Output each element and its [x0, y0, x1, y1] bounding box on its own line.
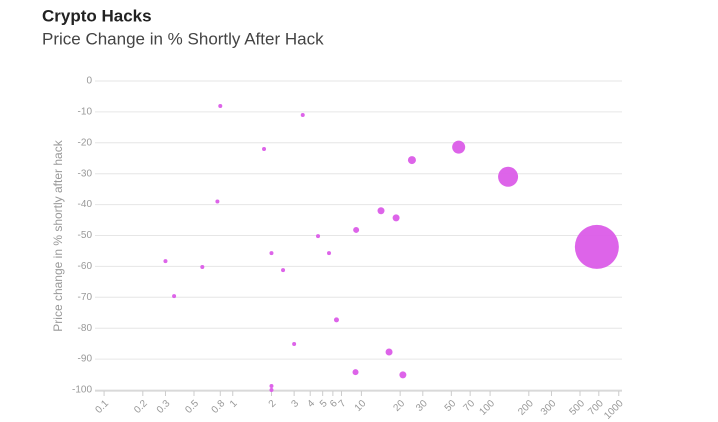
bubble	[281, 268, 286, 273]
x-tick-label: 200	[516, 398, 536, 418]
x-tick-label: 0.2	[132, 398, 150, 416]
y-tick-label: -50	[78, 230, 93, 241]
x-tick-label: 0.8	[210, 398, 228, 416]
bubble	[316, 234, 321, 239]
bubble	[300, 112, 305, 117]
x-tick-label: 10	[353, 398, 369, 414]
x-tick-label: 1000	[602, 398, 626, 422]
y-axis-label: Price change in % shortly after hack	[51, 139, 65, 331]
x-tick-label: 5	[318, 398, 330, 410]
x-tick-label: 0.1	[93, 398, 111, 416]
y-tick-label: -40	[78, 199, 93, 210]
y-tick-label: -30	[78, 168, 93, 179]
x-tick-label: 70	[461, 398, 477, 414]
bubble	[163, 259, 168, 264]
bubble	[269, 383, 274, 388]
bubble	[200, 265, 205, 270]
x-tick-label: 2	[267, 398, 279, 410]
y-tick-label: -90	[78, 354, 93, 365]
chart-title: Crypto Hacks	[42, 6, 152, 25]
y-tick-label: -20	[78, 137, 93, 148]
bubble	[574, 224, 619, 269]
y-tick-label: -80	[78, 323, 93, 334]
bubble	[385, 348, 393, 356]
x-tick-label: 20	[391, 398, 407, 414]
x-tick-label: 30	[414, 398, 430, 414]
bubble	[407, 156, 416, 165]
bubble	[498, 166, 519, 187]
y-tick-label: 0	[86, 76, 92, 87]
x-tick-label: 500	[567, 398, 587, 418]
bubble	[172, 294, 177, 299]
chart-subtitle: Price Change in % Shortly After Hack	[42, 29, 324, 48]
x-tick-label: 0.5	[183, 398, 201, 416]
bubble	[218, 104, 223, 109]
x-tick-label: 100	[477, 398, 497, 418]
bubble	[262, 146, 267, 151]
y-tick-label: -100	[72, 385, 92, 396]
bubble	[269, 251, 274, 256]
x-tick-label: 1	[228, 398, 240, 410]
bubble	[399, 371, 407, 379]
bubble	[215, 199, 220, 204]
bubble	[452, 140, 466, 154]
bubble	[352, 369, 359, 376]
x-tick-label: 50	[443, 398, 459, 414]
x-tick-label: 0.3	[155, 398, 173, 416]
bubble	[353, 226, 360, 233]
bubble	[392, 214, 400, 222]
x-tick-label: 7	[337, 398, 349, 410]
bubble	[333, 317, 339, 323]
x-tick-label: 3	[289, 398, 301, 410]
bubble	[377, 207, 385, 215]
y-tick-label: -10	[78, 107, 93, 118]
x-tick-label: 300	[539, 398, 559, 418]
bubble	[269, 388, 274, 392]
y-tick-label: -60	[78, 261, 93, 272]
bubble	[327, 251, 332, 256]
x-tick-label: 4	[305, 398, 317, 410]
y-tick-label: -70	[78, 292, 93, 303]
bubble	[292, 341, 297, 346]
